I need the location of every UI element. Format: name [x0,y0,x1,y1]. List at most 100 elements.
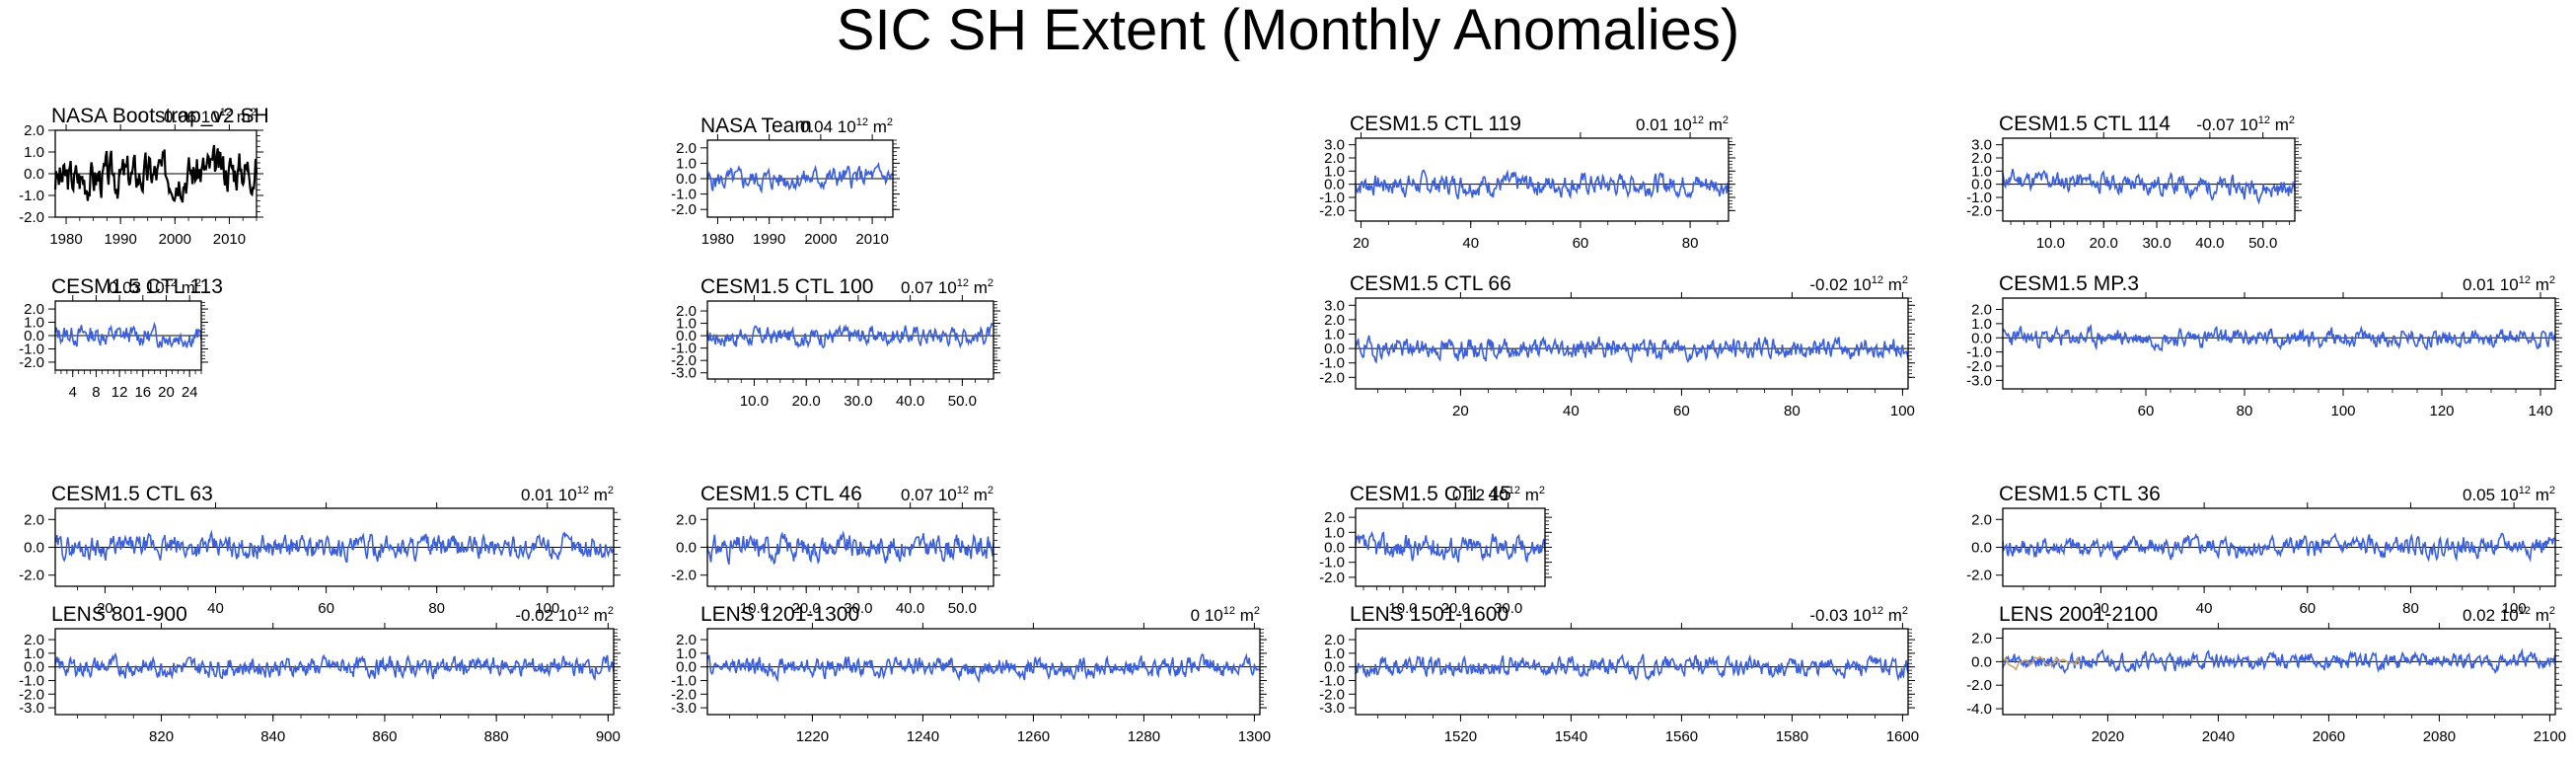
y-tick-label: -2.0 [19,568,44,584]
x-tick-label: 100 [2502,600,2527,617]
panel-value: 0.01 1012 m2 [521,485,614,504]
y-tick-label: 0.0 [1971,653,1992,670]
value-number: 0.01 10 [2463,275,2519,294]
x-tick-label: 60 [1673,403,1690,419]
plot-frame [1355,297,1909,390]
y-tick-label: 3.0 [1971,137,1992,154]
x-tick-label: 1560 [1665,728,1698,745]
panel-value: 0.02 1012 m2 [2463,605,2555,625]
series-line [1355,531,1546,564]
value-exponent: 12 [957,277,969,289]
x-tick-label: 900 [596,728,621,745]
panel-value: -0.02 1012 m2 [1809,274,1908,294]
x-tick-label: 860 [372,728,397,745]
x-tick-label: 10.0 [1388,600,1417,617]
x-tick-label: 820 [149,728,174,745]
panel-title: CESM1.5 CTL 46 [700,483,862,505]
value-unit-exponent: 2 [988,277,994,289]
value-unit: m [177,278,195,297]
x-tick-label: 40 [1462,235,1479,252]
value-number: 0.01 10 [521,486,577,504]
y-tick-label: -1.0 [19,672,44,689]
value-unit: m [2531,606,2549,625]
y-tick-label: -3.0 [1319,700,1345,717]
value-exponent: 12 [1223,605,1235,617]
y-tick-label: -2.0 [19,686,44,703]
x-tick-label: 20.0 [792,393,821,410]
x-tick-label: 100 [535,600,559,617]
plot-frame [2002,297,2556,390]
x-tick-label: 20 [1353,235,1369,252]
series-line [54,651,615,682]
panel-8: CESM1.5 MP.3 0.01 1012 m2-3.0-2.0-1.00.01… [1966,272,2562,419]
y-tick-label: 1.0 [24,315,44,332]
panel-title: CESM1.5 CTL 113 [51,275,223,298]
x-tick-label: 2010 [855,231,888,248]
panel-value: -0.07 1012 m2 [2196,114,2295,134]
value-unit: m [1520,486,1539,504]
x-tick-label: 2020 [2092,728,2124,745]
series-line [1355,169,1730,200]
y-tick-label: 0.0 [1971,330,1992,346]
panel-7: CESM1.5 CTL 66 -0.02 1012 m2 -2.0-1.00.01.… [1319,272,1915,419]
panel-title: CESM1.5 CTL 63 [51,483,213,505]
panel-value: 0.03 1012 m2 [109,277,201,297]
value-exponent: 12 [1509,485,1520,496]
panel-12: CESM1.5 CTL 36 0.05 1012 m2-2.00.02.020 40… [1966,483,2562,617]
x-tick-label: 40 [1563,403,1580,419]
y-tick-label: 1.0 [676,646,697,662]
y-tick-label: 3.0 [1324,137,1345,154]
value-unit: m [969,486,988,504]
value-exponent: 12 [1872,274,1883,286]
y-tick-label: -1.0 [1319,190,1345,206]
panel-15: LENS 1501-1600 -0.03 1012 m2 -3.0-2.0-1.00… [1319,603,1919,745]
x-tick-label: 2010 [213,231,246,248]
series-line [54,529,615,564]
y-tick-label: -2.0 [1966,202,1992,219]
value-number: 0.01 10 [1636,115,1692,134]
panel-value: 0.05 1012 m2 [2463,485,2555,504]
value-unit-exponent: 2 [2549,605,2555,617]
panel-title: CESM1.5 CTL 45 [1350,483,1511,505]
y-tick-label: 0.0 [24,328,44,344]
y-tick-label: -4.0 [1966,701,1992,718]
value-unit: m [589,606,608,625]
x-tick-label: 80 [2237,403,2253,419]
x-tick-label: 50.0 [2248,235,2277,252]
value-unit: m [1883,606,1902,625]
panel-title: CESM1.5 CTL 36 [1999,483,2161,505]
value-number: -0.02 10 [515,606,576,625]
value-unit-exponent: 2 [251,107,257,118]
x-tick-label: 40 [2196,600,2213,617]
x-tick-label: 20.0 [1441,600,1470,617]
panel-11: CESM1.5 CTL 450.12 1012 m2 -2.0-1.00.01.0… [1319,483,1552,617]
panel-value: 0.01 1012 m2 [2463,274,2555,294]
x-tick-label: 40.0 [2195,235,2224,252]
value-number: 0.07 10 [901,278,957,297]
y-tick-label: 1.0 [1324,327,1345,343]
panel-1: NASA Bootstrap_v2 SH0.06 1012 m2 -2.0 -1.0… [19,105,268,248]
y-tick-label: 0.0 [1971,177,1992,193]
figure-title: SIC SH Extent (Monthly Anomalies) [836,0,1740,62]
y-tick-label: -1.0 [19,188,44,204]
x-tick-label: 1520 [1444,728,1477,745]
series-line [1355,653,1909,682]
value-exponent: 12 [577,485,589,496]
series-line [706,161,894,194]
y-tick-label: 2.0 [676,632,697,648]
x-tick-label: 24 [182,384,198,401]
value-unit-exponent: 2 [2549,274,2555,286]
value-exponent: 12 [856,116,868,128]
value-unit-exponent: 2 [2549,485,2555,496]
y-tick-label: 1.0 [676,316,697,333]
y-tick-label: -2.0 [1319,369,1345,386]
series-line [706,652,1261,684]
y-tick-label: 1.0 [676,155,697,172]
y-tick-label: 2.0 [24,122,44,139]
x-tick-label: 840 [260,728,285,745]
plot-frame [706,300,994,380]
x-tick-label: 60 [2299,600,2316,617]
y-tick-label: -3.0 [671,700,697,717]
